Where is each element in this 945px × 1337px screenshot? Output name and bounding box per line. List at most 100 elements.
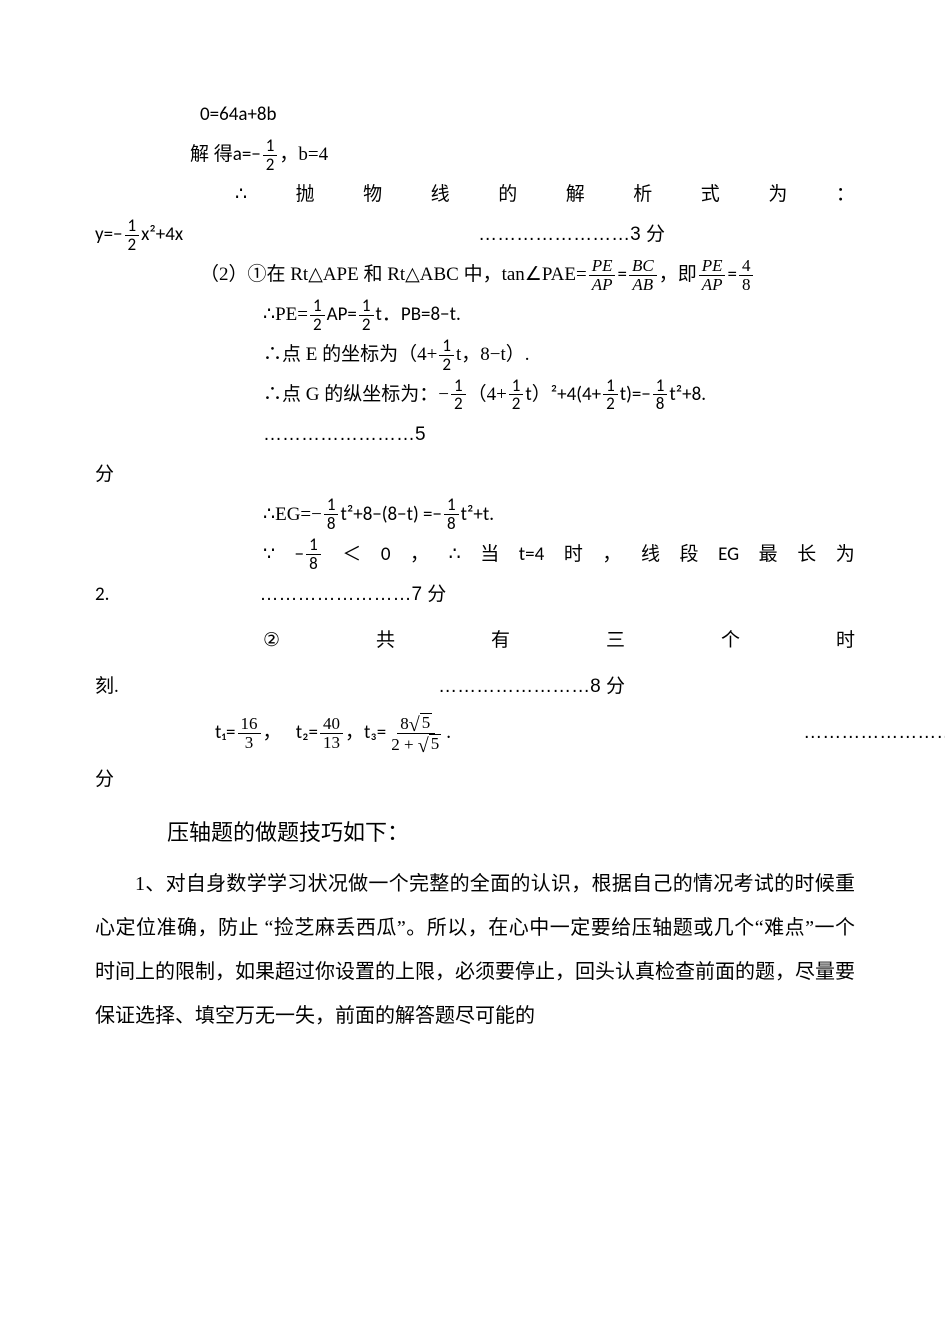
frac-half-3: 1 2	[310, 297, 325, 334]
num: 1	[263, 137, 278, 156]
therefore-pe: ∴PE=	[263, 295, 308, 335]
math-line-4: y=− 1 2 x²+4x ……………………3 分	[95, 215, 855, 255]
fen-1: 分	[95, 455, 114, 495]
math-line-7: ∴点 E 的坐标为（4+ 1 2 t，8−t）.	[95, 335, 855, 375]
char: 物	[363, 175, 382, 215]
math-line-1: 0=64a+8b	[95, 95, 855, 135]
comma-t2: ，	[345, 713, 364, 753]
shi: 时	[564, 535, 583, 575]
pe-end: t．PB=8−t.	[376, 295, 461, 335]
y-rest: x²+4x	[141, 215, 183, 255]
neg: −	[295, 535, 304, 575]
char: 式	[701, 175, 720, 215]
math-line-9: ∴EG=− 1 8 t²+8−(8−t) =− 1 8 t²+t.	[95, 495, 855, 535]
justified-row-2: ∵ − 1 8 ＜ 0 ， ∴ 当 t=4 时 ， 线 段 EG 最 长 为	[263, 535, 855, 575]
den: 2 + √5	[388, 734, 444, 754]
num: 1	[310, 297, 325, 316]
den: 13	[320, 734, 343, 752]
den: 2	[439, 356, 454, 374]
den: 3	[242, 734, 257, 752]
math-line-5: （2）①在 Rt△APE 和 Rt△ABC 中，tan∠PAE= PE AP =…	[95, 255, 855, 295]
circled-2: ②	[263, 621, 280, 661]
num: 8√5	[397, 713, 435, 734]
comma2: ，	[602, 535, 621, 575]
eg-mid: t²+8−(8−t) =−	[340, 495, 442, 535]
num: 4	[739, 257, 754, 276]
shi2: 时	[836, 621, 855, 661]
den: 2	[509, 395, 524, 413]
san: 三	[606, 621, 625, 661]
den: 8	[306, 555, 321, 573]
math-line-10: ∵ − 1 8 ＜ 0 ， ∴ 当 t=4 时 ， 线 段 EG 最 长 为	[95, 535, 855, 575]
wei: 为	[836, 535, 855, 575]
frac-half-5: 1 2	[439, 337, 454, 374]
because-symbol: ∵	[263, 535, 275, 575]
gong: 共	[376, 621, 395, 661]
num: 1	[125, 217, 140, 236]
sqrt-5: √5	[409, 713, 432, 733]
eg-end: t²+t.	[461, 495, 494, 535]
frac-t3: 8√5 2 + √5	[388, 713, 444, 754]
point-e-pre: ∴点 E 的坐标为（4+	[263, 335, 437, 375]
dang: 当	[480, 535, 499, 575]
therefore-symbol: ∴	[235, 175, 247, 215]
g-c: t)=−	[620, 375, 651, 415]
justified-row-3: ② 共 有 三 个 时	[263, 621, 855, 661]
num: PE	[699, 257, 726, 276]
you: 有	[491, 621, 510, 661]
num: 40	[320, 715, 343, 734]
den: 8	[324, 515, 339, 533]
num: 1	[359, 297, 374, 316]
den: 8	[739, 276, 754, 294]
den: AP	[699, 276, 726, 294]
char: 为	[768, 175, 787, 215]
duan: 段	[680, 535, 699, 575]
zui: 最	[759, 535, 778, 575]
frac-half-7: 1 2	[509, 377, 524, 414]
num: PE	[589, 257, 616, 276]
frac-1-8: 1 8	[653, 377, 668, 414]
ke: 刻.	[95, 667, 119, 707]
eq2: =	[727, 255, 736, 295]
a-equals: a=−	[233, 135, 261, 175]
score-dots-8: ……………………8 分	[438, 667, 625, 707]
den: 2	[359, 316, 374, 334]
two-dot: 2.	[95, 575, 109, 615]
score-dots-7: ……………………7 分	[259, 575, 446, 615]
math-line-2: 解 得 a=− 1 2 ，b=4	[95, 135, 855, 175]
frac-1-8-c: 1 8	[444, 496, 459, 533]
t4: t=4	[519, 535, 544, 575]
equation-1: 0=64a+8b	[200, 95, 277, 135]
t2: t₂=	[296, 713, 318, 753]
g-a: （4+	[468, 375, 507, 415]
den: AB	[629, 276, 656, 294]
math-line-14: t₁= 16 3 ， t₂= 40 13 ， t₃= 8√5 2 + √5 . …	[95, 713, 945, 754]
char: 解	[566, 175, 585, 215]
zero: 0	[381, 535, 391, 575]
score-dots-5: ……………………5	[263, 415, 426, 455]
den: AP	[589, 276, 616, 294]
math-line-3: ∴ 抛 物 线 的 解 析 式 为 ：	[95, 175, 855, 215]
g-d: t²+8.	[669, 375, 706, 415]
score-dots-11: ……………………11	[803, 713, 945, 753]
frac-pe-ap: PE AP	[589, 257, 616, 294]
b-equals: ，b=4	[279, 135, 328, 175]
den: 2	[263, 156, 278, 174]
ge: 个	[721, 621, 740, 661]
num: BC	[629, 257, 657, 276]
advice-paragraph: 1、对自身数学学习状况做一个完整的全面的认识，根据自己的情况考试的时候重心定位准…	[95, 862, 855, 1038]
char: 线	[431, 175, 450, 215]
text-5a: （2）①在 Rt△APE 和 Rt△ABC 中，tan∠PAE=	[200, 255, 587, 295]
char: 的	[498, 175, 517, 215]
frac-half-6: 1 2	[451, 377, 466, 414]
char: 抛	[296, 175, 315, 215]
frac-bc-ab: BC AB	[629, 257, 657, 294]
chang: 长	[797, 535, 816, 575]
lt-symbol: ＜	[342, 535, 361, 575]
math-line-8: ∴点 G 的纵坐标为：− 1 2 （4+ 1 2 t）²+4(4+ 1 2 t)…	[95, 375, 855, 455]
t3-dot: .	[446, 713, 451, 753]
y-equals: y=−	[95, 215, 123, 255]
den: 2	[125, 236, 140, 254]
den: 2	[603, 395, 618, 413]
math-line-12: ② 共 有 三 个 时	[95, 621, 855, 661]
